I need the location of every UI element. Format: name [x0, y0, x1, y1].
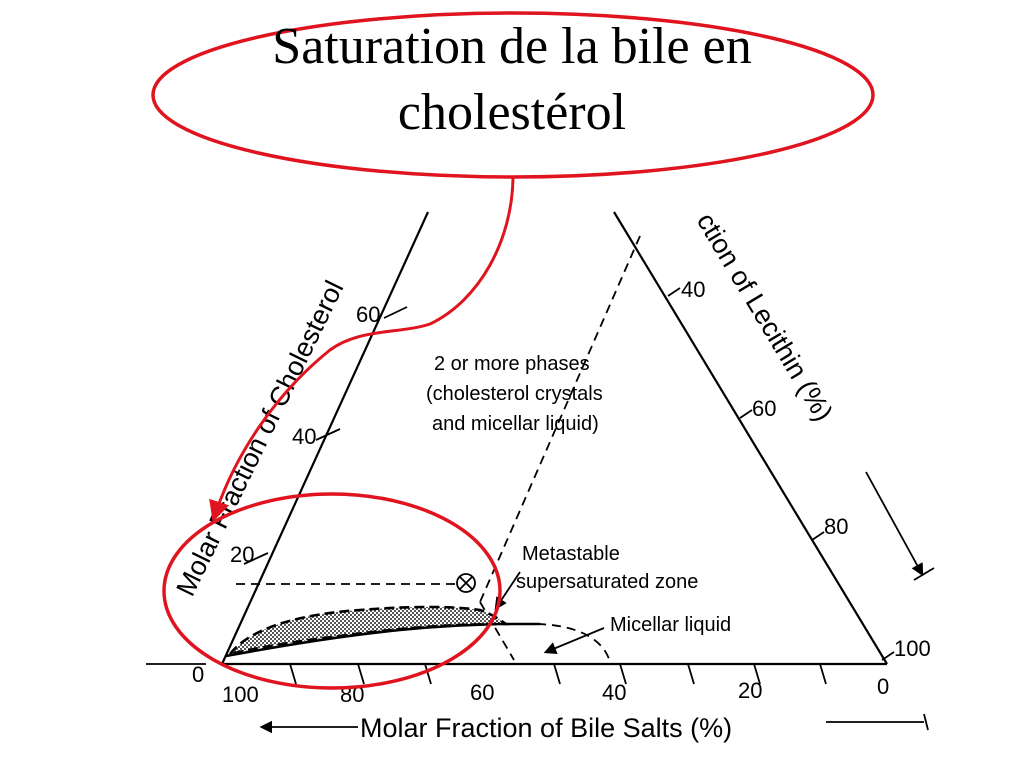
lecithin-tick-60: 60: [752, 396, 776, 421]
lecithin-axis: [667, 287, 895, 661]
phases-label-line1: 2 or more phases: [434, 353, 590, 375]
left-edge: [220, 211, 430, 665]
cholesterol-axis: [146, 306, 408, 665]
red-connector-arrow: [209, 177, 515, 522]
phases-label-line3: and micellar liquid): [432, 413, 599, 435]
cholesterol-tick-40: 40: [292, 424, 316, 449]
bile-salts-direction-arrow: [259, 713, 929, 734]
bile-tick-20: 20: [738, 678, 762, 703]
bile-tick-60: 60: [470, 680, 494, 705]
slide-title: Saturation de la bile en cholestérol: [0, 14, 1024, 146]
phases-label-line2: (cholesterol crystals: [426, 383, 603, 405]
cholesterol-tick-20: 20: [230, 542, 254, 567]
dashed-boundary-lower: [479, 601, 515, 661]
slide-title-line2: cholestérol: [397, 84, 627, 141]
saturation-point-marker: [456, 573, 476, 593]
slide-title-line1: Saturation de la bile en: [272, 18, 752, 75]
title-highlight-ellipse: [151, 11, 875, 179]
bile-tick-0: 0: [877, 674, 889, 699]
cholesterol-tick-60: 60: [356, 302, 380, 327]
micellar-boundary: [225, 622, 540, 658]
dashed-boundary-upper: [479, 235, 641, 603]
metastable-label-line2: supersaturated zone: [516, 571, 698, 593]
right-edge: [613, 211, 888, 665]
lecithin-tick-40: 40: [681, 277, 705, 302]
region-highlight-ellipse: [162, 492, 502, 690]
micellar-arrow: [543, 627, 605, 654]
lecithin-direction-arrow: [865, 471, 935, 581]
bile-salts-axis-title: Molar Fraction of Bile Salts (%): [360, 713, 732, 743]
bile-tick-40: 40: [602, 680, 626, 705]
lecithin-tick-100: 100: [894, 636, 931, 661]
figure-background: [122, 212, 944, 742]
lecithin-tick-80: 80: [824, 514, 848, 539]
cholesterol-tick-0: 0: [192, 662, 204, 687]
bile-salts-axis: [289, 663, 827, 685]
metastable-label-line1: Metastable: [522, 543, 620, 565]
bile-tick-100: 100: [222, 682, 259, 707]
micellar-label: Micellar liquid: [610, 614, 731, 636]
